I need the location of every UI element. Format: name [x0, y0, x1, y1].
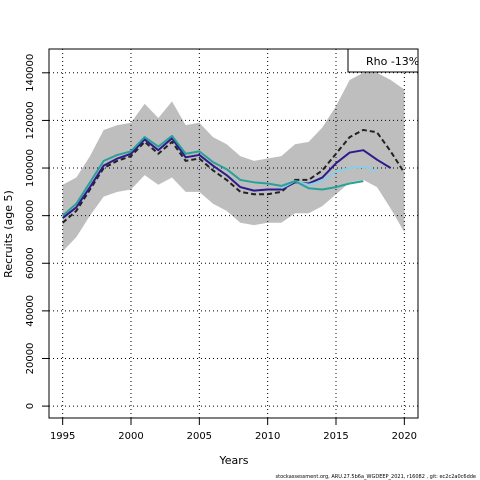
confidence-band	[62, 72, 405, 252]
y-tick-label: 0	[25, 403, 36, 409]
y-tick-label: 140000	[25, 54, 36, 92]
y-tick-label: 120000	[25, 101, 36, 139]
footer-credit: stockassessment.org, ARU.27.5b6a_WGDEEP_…	[276, 474, 476, 480]
series-layer	[62, 128, 406, 224]
x-axis-title: Years	[218, 454, 248, 467]
series-line-4	[62, 134, 364, 217]
y-axis-title: Recruits (age 5)	[2, 190, 15, 278]
y-tick-label: 60000	[25, 247, 36, 279]
legend: Rho -13%	[347, 48, 419, 73]
grid-layer	[49, 49, 418, 418]
x-tick-label: 2020	[392, 431, 417, 442]
y-tick-label: 100000	[25, 149, 36, 187]
y-axis: 0 20000 40000 60000 80000 100000 120000 140000	[25, 54, 50, 409]
series-line-2	[62, 137, 392, 219]
x-tick-label: 2010	[255, 431, 280, 442]
series-line-1	[62, 128, 406, 224]
y-tick-label: 40000	[25, 295, 36, 327]
x-tick-label: 2015	[323, 431, 348, 442]
x-axis: 1995 2000 2005 2010 2015 2020	[50, 417, 417, 442]
x-tick-label: 2000	[118, 431, 143, 442]
legend-box	[347, 48, 419, 73]
y-tick-label: 20000	[25, 343, 36, 375]
x-tick-label: 1995	[50, 431, 75, 442]
y-tick-label: 80000	[25, 200, 36, 232]
x-tick-label: 2005	[187, 431, 212, 442]
confidence-band-layer	[62, 72, 405, 252]
legend-label: Rho -13%	[366, 55, 419, 68]
